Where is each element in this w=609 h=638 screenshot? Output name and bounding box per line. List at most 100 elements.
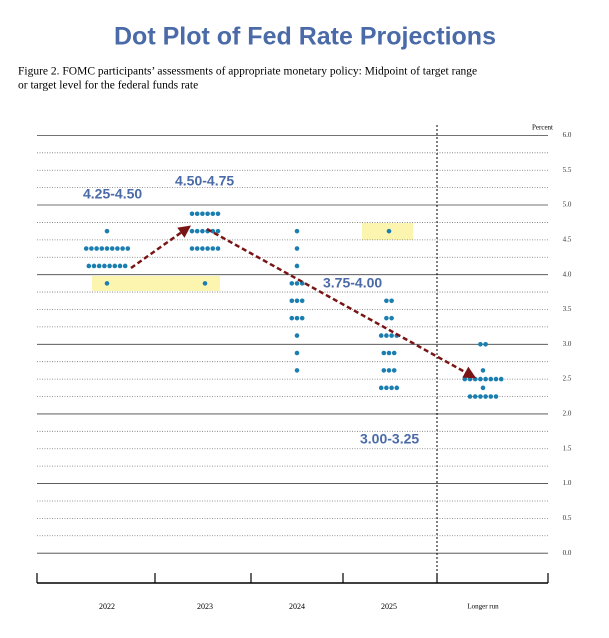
dot	[493, 376, 499, 382]
dot	[83, 246, 89, 251]
x-tick-label: 2025	[381, 602, 397, 611]
dot	[472, 394, 478, 399]
dot	[389, 385, 394, 391]
dot	[294, 368, 300, 373]
dot	[102, 263, 107, 269]
dot	[389, 315, 394, 321]
dot	[391, 350, 397, 356]
dot	[391, 368, 397, 373]
dot	[200, 246, 205, 251]
dot	[294, 315, 300, 321]
dot	[215, 246, 221, 251]
dot	[194, 211, 200, 217]
dot	[194, 228, 200, 234]
dot	[86, 263, 92, 269]
annotation: 4.25-4.50	[83, 186, 142, 202]
dot	[289, 315, 295, 321]
dot	[294, 298, 300, 304]
dot	[294, 246, 300, 251]
y-tick-label: 2.5	[563, 375, 572, 383]
dot	[389, 333, 394, 338]
dot	[210, 211, 216, 217]
dot	[107, 263, 112, 269]
dot	[381, 350, 387, 356]
y-tick-label: 5.0	[563, 201, 572, 209]
dot	[384, 385, 389, 391]
dot	[462, 376, 468, 382]
dot	[478, 394, 483, 399]
dot	[386, 350, 392, 356]
dot	[384, 298, 389, 304]
dot	[215, 228, 221, 234]
dot	[488, 376, 494, 382]
arrow	[130, 225, 192, 270]
dot	[480, 368, 486, 373]
y-tick-label: 2.0	[563, 410, 572, 418]
dot	[483, 341, 488, 347]
dot	[483, 394, 488, 399]
dot	[467, 376, 473, 382]
dot	[194, 246, 200, 251]
dot	[478, 376, 483, 382]
x-tick-label: 2023	[197, 602, 213, 611]
dot	[104, 246, 110, 251]
dot	[299, 315, 305, 321]
dot	[91, 263, 97, 269]
dot	[120, 246, 125, 251]
dot	[189, 211, 195, 217]
y-tick-label: 4.0	[563, 270, 572, 278]
annotation: 3.00-3.25	[360, 431, 419, 447]
dot	[386, 368, 392, 373]
dot	[99, 246, 105, 251]
dot	[294, 333, 300, 338]
dot	[384, 315, 389, 321]
dot	[294, 281, 300, 286]
dot	[378, 385, 384, 391]
dot	[289, 298, 295, 304]
y-tick-label: 3.5	[563, 305, 572, 313]
dot	[205, 246, 210, 251]
dot	[125, 246, 131, 251]
dot	[205, 211, 210, 217]
dot	[210, 246, 216, 251]
dot	[215, 211, 221, 217]
chart-title: Dot Plot of Fed Rate Projections	[114, 23, 496, 51]
dot	[294, 350, 300, 356]
annotation: 4.50-4.75	[175, 173, 234, 189]
dot	[115, 246, 120, 251]
highlight	[92, 276, 220, 291]
dot	[189, 246, 195, 251]
dot	[299, 298, 305, 304]
dot	[384, 333, 389, 338]
dot	[389, 298, 394, 304]
x-tick-label: Longer run	[467, 603, 499, 611]
arrow	[206, 227, 477, 379]
dot	[94, 246, 99, 251]
dot	[89, 246, 94, 251]
dot	[202, 281, 208, 286]
subtitle: or target level for the federal funds ra…	[18, 80, 198, 92]
annotation: 3.75-4.00	[323, 275, 382, 291]
dot	[104, 281, 110, 286]
dot	[386, 228, 392, 234]
dot	[200, 228, 205, 234]
y-tick-label: 1.0	[563, 479, 572, 487]
dot	[478, 341, 483, 347]
y-tick-label: 3.0	[563, 340, 572, 348]
dot	[488, 394, 494, 399]
dot	[200, 211, 205, 217]
dot	[109, 246, 115, 251]
dot	[467, 394, 473, 399]
dot	[394, 385, 400, 391]
y-tick-label: 5.5	[563, 166, 572, 174]
y-tick-label: 4.5	[563, 235, 572, 243]
y-tick-label: 0.0	[563, 549, 572, 557]
dot	[189, 228, 195, 234]
dot	[210, 228, 216, 234]
dot	[294, 228, 300, 234]
dot	[289, 281, 295, 286]
dot	[96, 263, 102, 269]
dot	[104, 228, 110, 234]
x-tick-label: 2024	[289, 602, 305, 611]
